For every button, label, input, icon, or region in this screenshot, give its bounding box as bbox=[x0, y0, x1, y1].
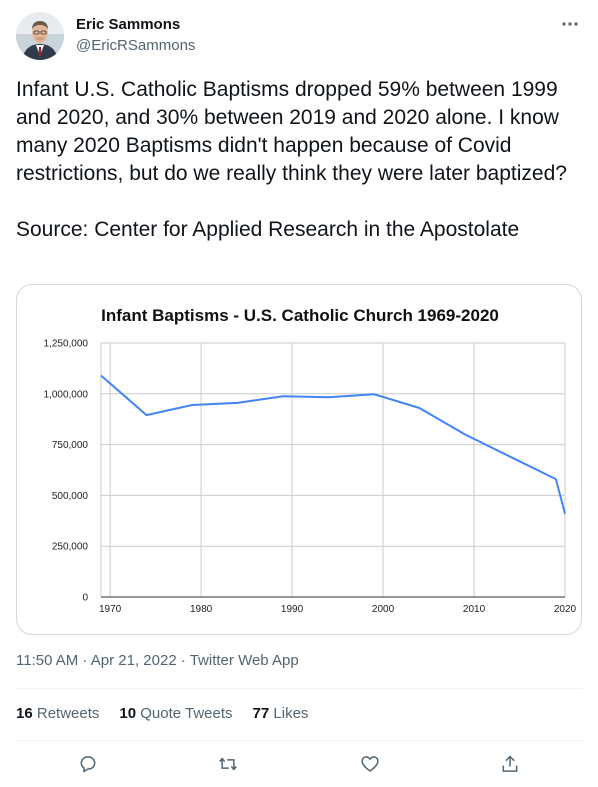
y-tick-label: 1,250,000 bbox=[44, 339, 89, 350]
series-line bbox=[100, 374, 566, 514]
quote-tweets-stat[interactable]: 10 Quote Tweets bbox=[119, 705, 232, 722]
x-tick-label: 1990 bbox=[281, 604, 304, 615]
y-tick-label: 1,000,000 bbox=[44, 389, 89, 400]
x-tick-label: 1970 bbox=[99, 604, 122, 615]
share-button[interactable] bbox=[494, 748, 526, 780]
x-tick-label: 2020 bbox=[554, 604, 577, 615]
x-tick-label: 1980 bbox=[190, 604, 213, 615]
chart-card[interactable]: Infant Baptisms - U.S. Catholic Church 1… bbox=[16, 284, 582, 635]
chart-title: Infant Baptisms - U.S. Catholic Church 1… bbox=[101, 306, 499, 325]
x-tick-label: 2000 bbox=[372, 604, 395, 615]
x-axis-ticks: 1970 1980 1990 2000 2010 2020 bbox=[99, 604, 577, 615]
user-name[interactable]: Eric Sammons bbox=[76, 16, 181, 33]
share-icon bbox=[502, 755, 518, 772]
retweets-label: Retweets bbox=[36, 705, 100, 722]
chart-grid bbox=[100, 342, 566, 597]
y-tick-label: 750,000 bbox=[52, 440, 89, 451]
tweet-stats: 16 Retweets 10 Quote Tweets 77 Likes bbox=[16, 705, 308, 722]
tweet-timestamp[interactable]: 11:50 AM · Apr 21, 2022 · Twitter Web Ap… bbox=[16, 652, 299, 669]
user-handle[interactable]: @EricRSammons bbox=[76, 37, 196, 54]
x-tick-label: 2010 bbox=[463, 604, 486, 615]
divider bbox=[16, 688, 582, 689]
tweet-header: Eric Sammons @EricRSammons bbox=[16, 12, 582, 60]
retweets-stat[interactable]: 16 Retweets bbox=[16, 705, 99, 722]
y-tick-label: 500,000 bbox=[52, 491, 89, 502]
likes-stat[interactable]: 77 Likes bbox=[253, 705, 309, 722]
quotes-count: 10 bbox=[119, 705, 137, 722]
more-icon[interactable] bbox=[560, 14, 580, 34]
avatar[interactable] bbox=[16, 12, 64, 60]
likes-label: Likes bbox=[273, 705, 309, 722]
y-axis-ticks: 0 250,000 500,000 750,000 1,000,000 1,250,000 bbox=[44, 339, 89, 604]
baptisms-line-chart: Infant Baptisms - U.S. Catholic Church 1… bbox=[44, 306, 577, 615]
reply-icon bbox=[80, 756, 96, 773]
chart-series bbox=[100, 374, 566, 514]
like-button[interactable] bbox=[354, 748, 386, 780]
retweet-button[interactable] bbox=[212, 748, 244, 780]
likes-count: 77 bbox=[252, 705, 270, 722]
tweet-actions bbox=[16, 748, 582, 780]
y-tick-label: 0 bbox=[82, 593, 88, 604]
reply-button[interactable] bbox=[72, 748, 104, 780]
quotes-label: Quote Tweets bbox=[140, 705, 233, 722]
retweet-icon bbox=[219, 757, 237, 771]
y-tick-label: 250,000 bbox=[52, 542, 89, 553]
retweets-count: 16 bbox=[16, 705, 33, 722]
tweet-text: Infant U.S. Catholic Baptisms dropped 59… bbox=[16, 78, 567, 241]
divider bbox=[16, 740, 582, 741]
heart-icon bbox=[361, 756, 379, 772]
